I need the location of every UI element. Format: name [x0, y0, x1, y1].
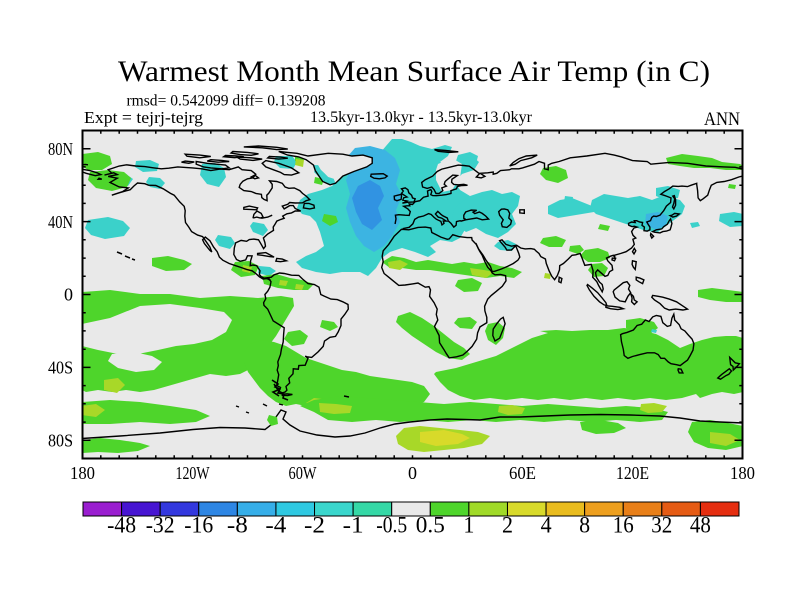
svg-text:rmsd= 0.542099 diff= 0.139208: rmsd= 0.542099 diff= 0.139208 — [127, 93, 326, 110]
svg-text:60W: 60W — [289, 463, 317, 483]
svg-text:40N: 40N — [48, 212, 73, 232]
svg-text:32: 32 — [651, 513, 672, 538]
svg-text:0: 0 — [64, 285, 73, 305]
svg-text:120E: 120E — [616, 463, 649, 483]
svg-text:0: 0 — [408, 463, 417, 483]
svg-text:-8: -8 — [227, 513, 248, 538]
svg-text:-16: -16 — [184, 513, 213, 538]
svg-text:-4: -4 — [265, 513, 287, 538]
svg-text:48: 48 — [690, 513, 711, 538]
svg-text:-48: -48 — [107, 513, 136, 538]
svg-text:16: 16 — [613, 513, 634, 538]
svg-text:4: 4 — [541, 513, 552, 538]
svg-text:13.5kyr-13.0kyr - 13.5kyr-13.0: 13.5kyr-13.0kyr - 13.5kyr-13.0kyr — [310, 109, 533, 126]
svg-text:-1: -1 — [343, 513, 364, 538]
svg-text:80N: 80N — [48, 139, 73, 159]
svg-text:-2: -2 — [304, 513, 325, 538]
svg-text:8: 8 — [579, 513, 590, 538]
svg-text:40S: 40S — [48, 358, 73, 378]
svg-text:Warmest Month Mean Surface Air: Warmest Month Mean Surface Air Temp (in … — [118, 56, 710, 88]
svg-text:1: 1 — [463, 513, 474, 538]
svg-text:180: 180 — [730, 463, 755, 483]
svg-text:2: 2 — [502, 513, 513, 538]
svg-text:180: 180 — [70, 463, 95, 483]
svg-text:ANN: ANN — [704, 109, 740, 130]
svg-text:60E: 60E — [509, 463, 536, 483]
svg-text:0.5: 0.5 — [416, 513, 445, 538]
svg-text:120W: 120W — [176, 463, 210, 483]
svg-text:-0.5: -0.5 — [376, 513, 407, 538]
svg-text:-32: -32 — [146, 513, 175, 538]
svg-text:80S: 80S — [48, 431, 73, 451]
svg-text:Expt = tejrj-tejrg: Expt = tejrj-tejrg — [84, 108, 204, 127]
